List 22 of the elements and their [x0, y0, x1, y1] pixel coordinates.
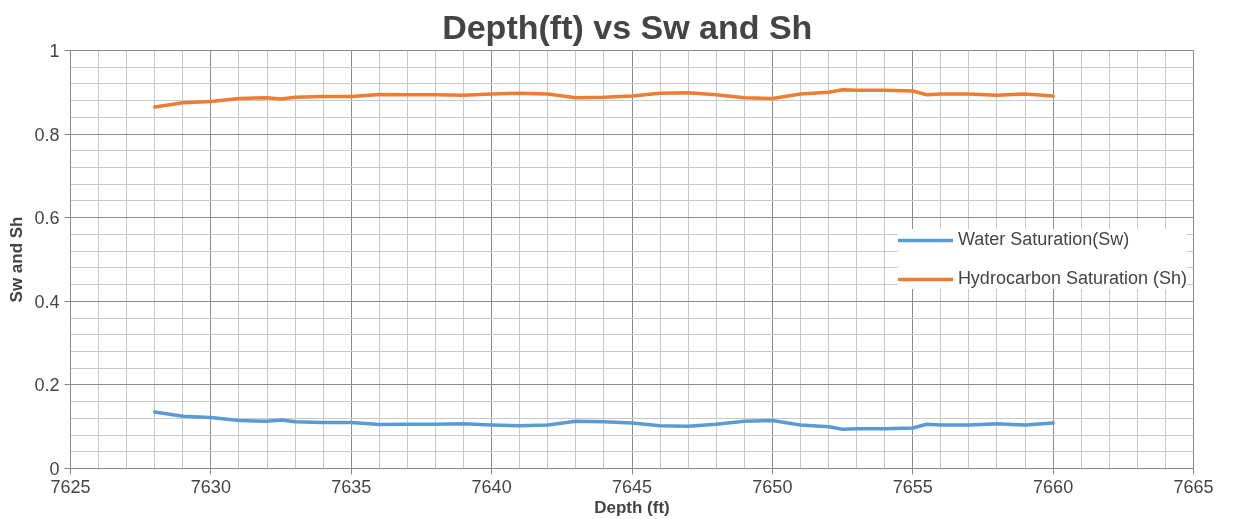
y-tick-label: 0 — [49, 459, 60, 479]
y-axis-title: Sw and Sh — [7, 216, 27, 303]
x-axis-title: Depth (ft) — [594, 497, 670, 517]
x-tick-label: 7635 — [331, 476, 372, 497]
line-series — [152, 410, 1055, 431]
legend-label: Hydrocarbon Saturation (Sh) — [957, 268, 1187, 289]
y-tick-label: 0.6 — [34, 208, 60, 229]
chart-title: Depth(ft) vs Sw and Sh — [442, 7, 813, 46]
x-tick-label: 7660 — [1033, 476, 1074, 497]
x-tick-label: 7655 — [892, 476, 933, 497]
x-tick-label: 7625 — [50, 476, 91, 497]
x-tick-label: 7630 — [190, 476, 231, 497]
y-tick-label: 0.8 — [34, 124, 60, 145]
y-tick-label: 1 — [49, 41, 60, 61]
x-tick-label: 7665 — [1173, 476, 1214, 497]
y-tick-label: 0.4 — [34, 291, 60, 312]
y-tick-label: 0.2 — [34, 375, 60, 396]
x-tick-label: 7640 — [471, 476, 512, 497]
legend-label: Water Saturation(Sw) — [957, 229, 1130, 250]
x-tick-label: 7645 — [611, 476, 653, 497]
x-tick-label: 7650 — [752, 476, 793, 497]
line-series — [152, 88, 1055, 109]
